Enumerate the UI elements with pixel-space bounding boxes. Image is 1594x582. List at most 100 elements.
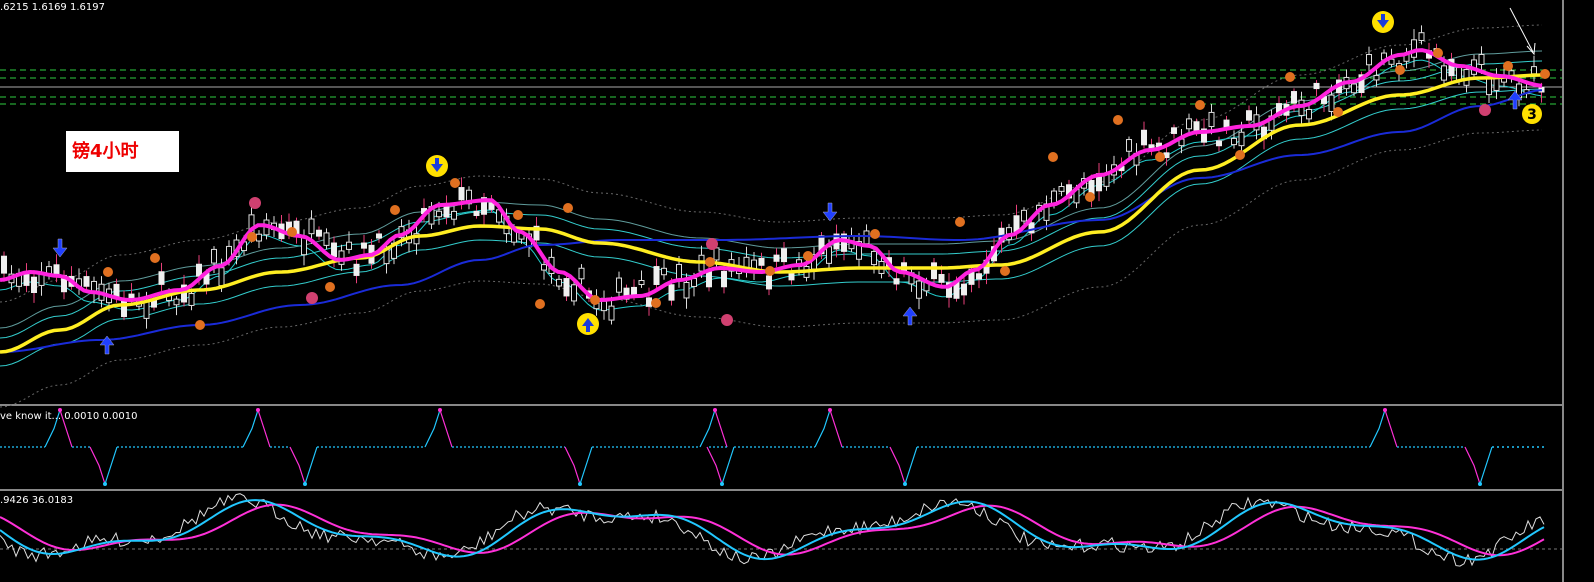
indicator-line bbox=[564, 446, 581, 485]
candle-body bbox=[158, 271, 165, 285]
candle-body bbox=[608, 305, 615, 321]
signal-dot bbox=[1113, 115, 1123, 125]
indicator-line bbox=[889, 446, 906, 485]
signal-dot bbox=[1333, 107, 1343, 117]
indicator-line bbox=[304, 446, 318, 485]
candle-body bbox=[1328, 94, 1335, 112]
indicator-line bbox=[904, 446, 918, 485]
candle-body bbox=[706, 270, 712, 288]
quote-text: .6215 1.6169 1.6197 bbox=[0, 2, 105, 13]
candle-body bbox=[1126, 139, 1132, 152]
signal-dot bbox=[1235, 150, 1245, 160]
candle-body bbox=[323, 232, 330, 246]
candle-body bbox=[196, 263, 202, 277]
signal-flag bbox=[706, 238, 718, 250]
pointer-arrow bbox=[1509, 7, 1534, 53]
pointer-arrow-head bbox=[1526, 42, 1536, 56]
signal-dot bbox=[955, 217, 965, 227]
signal-dot bbox=[590, 295, 600, 305]
signal-dot bbox=[247, 232, 257, 242]
candle-body bbox=[961, 283, 967, 296]
indicator-label: ve know it... 0.0010 0.0010 bbox=[0, 411, 137, 422]
candle-body bbox=[826, 246, 832, 264]
signal-dot bbox=[1540, 69, 1550, 79]
indicator-dot bbox=[578, 482, 582, 486]
oscillator-panel bbox=[0, 493, 1545, 567]
signal-arrow bbox=[822, 202, 838, 222]
signal-arrow bbox=[99, 335, 115, 355]
candle-body bbox=[218, 267, 225, 287]
candle-body bbox=[661, 267, 667, 276]
candle-body bbox=[1306, 108, 1312, 120]
candle-body bbox=[143, 301, 150, 319]
signal-flag bbox=[1479, 104, 1491, 116]
price-panel bbox=[0, 11, 1550, 408]
indicator-line bbox=[721, 446, 735, 485]
candle-body bbox=[121, 299, 127, 318]
indicator-dot bbox=[58, 408, 62, 412]
candle-body bbox=[1141, 129, 1147, 146]
indicator-dot bbox=[720, 482, 724, 486]
signal-dot bbox=[563, 203, 573, 213]
candle-body bbox=[871, 250, 877, 266]
signal-dot bbox=[1000, 266, 1010, 276]
indicator-dot bbox=[1383, 408, 1387, 412]
signal-dot bbox=[705, 257, 715, 267]
candle-body bbox=[256, 233, 262, 242]
signal-dot bbox=[651, 298, 661, 308]
candle-body bbox=[443, 204, 450, 218]
candle-body bbox=[1478, 54, 1485, 65]
candle-body bbox=[781, 248, 787, 263]
candle-body bbox=[1013, 215, 1020, 232]
candle-body bbox=[1486, 78, 1492, 96]
candle-body bbox=[481, 197, 487, 215]
indicator-dot bbox=[713, 408, 717, 412]
candle-body bbox=[893, 278, 900, 285]
indicator-line bbox=[44, 409, 61, 448]
candle-body bbox=[83, 276, 90, 287]
candle-body bbox=[916, 280, 922, 299]
indicator-dot bbox=[438, 408, 442, 412]
candle-body bbox=[316, 229, 322, 237]
candle-body bbox=[976, 273, 982, 280]
candle-body bbox=[668, 284, 675, 301]
candle-body bbox=[773, 254, 780, 262]
candle-body bbox=[436, 210, 442, 218]
indicator-line bbox=[424, 409, 441, 448]
indicator-line bbox=[714, 409, 728, 448]
candle-body bbox=[1231, 137, 1237, 146]
signal-dot bbox=[450, 178, 460, 188]
signal-dot bbox=[1195, 100, 1205, 110]
ma-line bbox=[0, 89, 1543, 353]
candle-body bbox=[1058, 186, 1065, 192]
candle-body bbox=[571, 284, 577, 302]
candle-body bbox=[1201, 128, 1207, 143]
signal-arrow bbox=[431, 158, 443, 172]
indicator-line bbox=[1369, 409, 1386, 448]
oscillator-line bbox=[0, 499, 1545, 561]
candle-body bbox=[1313, 82, 1320, 90]
indicator-line bbox=[829, 409, 843, 448]
candle-body bbox=[578, 267, 585, 280]
candle-body bbox=[1441, 65, 1447, 81]
candle-body bbox=[638, 279, 645, 286]
candle-body bbox=[301, 237, 307, 256]
candle-body bbox=[533, 225, 540, 241]
indicator-line bbox=[104, 446, 118, 485]
band-line bbox=[0, 50, 1543, 329]
indicator-line bbox=[439, 409, 453, 448]
candle-body bbox=[1193, 121, 1200, 132]
signal-dot bbox=[195, 320, 205, 330]
candle-body bbox=[188, 293, 195, 306]
candle-body bbox=[1, 255, 7, 274]
label-box bbox=[66, 131, 179, 172]
indicator-dot bbox=[903, 482, 907, 486]
indicator-dot bbox=[256, 408, 260, 412]
candle-body bbox=[376, 233, 382, 239]
signal-dot bbox=[1048, 152, 1058, 162]
candle-body bbox=[1373, 74, 1380, 81]
candle-body bbox=[646, 297, 652, 307]
candle-body bbox=[361, 242, 367, 249]
signal-dot bbox=[513, 210, 523, 220]
